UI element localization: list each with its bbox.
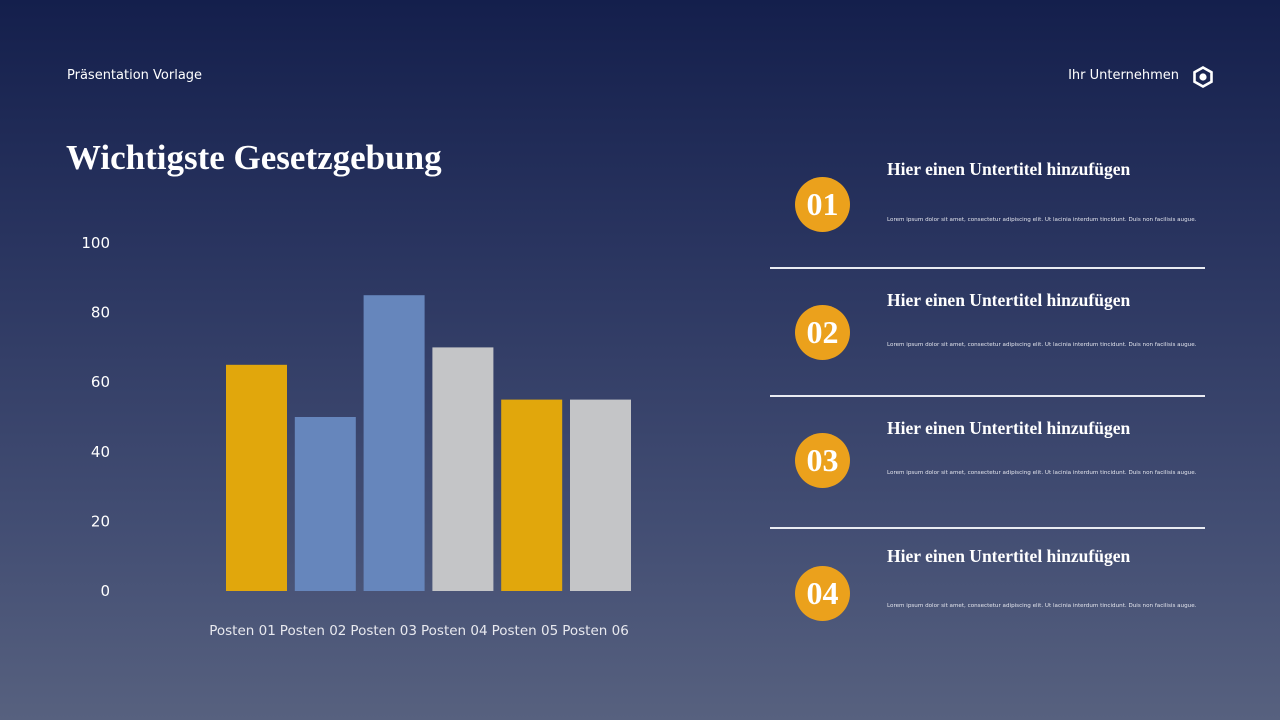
divider [770,395,1205,397]
x-tick-label: Posten 06 [562,623,629,639]
item-subtitle: Hier einen Untertitel hinzufügen [887,546,1131,566]
list-item-2: Hier einen Untertitel hinzufügen 02 Lore… [770,280,1205,400]
y-tick-label: 80 [91,304,110,322]
item-subtitle: Hier einen Untertitel hinzufügen [887,418,1131,438]
item-text: Lorem ipsum dolor sit amet, consectetur … [887,217,1197,223]
item-number-badge: 04 [795,566,850,621]
item-number-badge: 03 [795,433,850,488]
y-tick-label: 20 [91,512,110,530]
list-item-3: Hier einen Untertitel hinzufügen 03 Lore… [770,408,1205,530]
y-tick-label: 0 [100,582,110,600]
item-subtitle: Hier einen Untertitel hinzufügen [887,290,1131,310]
x-tick-label: Posten 02 [280,623,347,639]
divider [770,527,1205,529]
y-tick-label: 60 [91,373,110,391]
bar-posten-05 [501,399,563,591]
presentation-label: Präsentation Vorlage [67,68,203,83]
bar-posten-04 [432,347,494,591]
item-subtitle: Hier einen Untertitel hinzufügen [887,159,1131,179]
bar-posten-01 [226,364,287,591]
item-text: Lorem ipsum dolor sit amet, consectetur … [887,342,1197,348]
list-item-1: Hier einen Untertitel hinzufügen 01 Lore… [770,150,1205,270]
list-item-4: Hier einen Untertitel hinzufügen 04 Lore… [770,537,1205,637]
hexagon-icon [1193,66,1213,88]
x-tick-label: Posten 01 [209,623,276,639]
y-tick-label: 40 [91,443,110,461]
bar-posten-06 [570,399,631,591]
item-text: Lorem ipsum dolor sit amet, consectetur … [887,603,1197,609]
y-tick-label: 100 [81,234,110,252]
bar-posten-02 [294,417,356,591]
page-title: Wichtigste Gesetzgebung [66,138,442,177]
company-name: Ihr Unternehmen [1068,68,1179,83]
x-tick-label: Posten 05 [492,623,559,639]
divider [770,267,1205,269]
item-number-badge: 02 [795,305,850,360]
item-number-badge: 01 [795,177,850,232]
x-tick-label: Posten 04 [421,623,488,639]
item-text: Lorem ipsum dolor sit amet, consectetur … [887,470,1197,476]
bar-posten-03 [363,295,425,591]
x-tick-label: Posten 03 [350,623,417,639]
